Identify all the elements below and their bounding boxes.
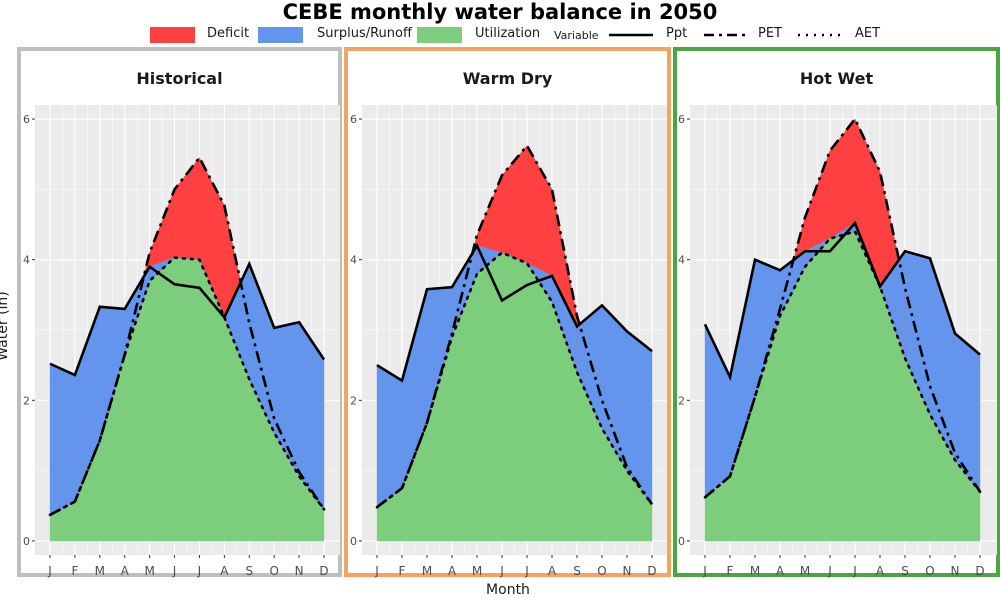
x-tick-label: D [975,564,984,578]
y-tick-label: 2 [23,394,30,407]
ppt-line [376,242,653,383]
x-tick-label: A [220,564,229,578]
legend: Deficit Surplus/Runoff Utilization Varia… [0,24,1000,46]
y-tick-label: 6 [678,113,685,126]
x-tick-label: J [524,564,529,578]
x-tick-label: D [319,564,328,578]
ppt-line [49,260,326,377]
x-tick-label: M [750,564,760,578]
x-tick-label: J [827,564,832,578]
legend-line-pet [704,33,748,37]
x-tick-label: J [197,564,202,578]
y-tick-label: 2 [350,394,357,407]
x-tick-label: S [573,564,581,578]
y-tick-label: 4 [23,254,30,267]
x-tick-label: M [800,564,810,578]
x-tick-label: F [399,564,406,578]
panel-title-warm-dry: Warm Dry [462,69,553,88]
x-tick-label: S [245,564,253,578]
legend-label-surplus: Surplus/Runoff [317,26,412,41]
y-tick-label: 0 [23,535,30,548]
y-tick-label: 2 [678,394,685,407]
x-tick-label: M [472,564,482,578]
pet-line [376,143,654,509]
y-tick-label: 4 [678,254,685,267]
x-tick-label: M [144,564,154,578]
legend-line-ppt [609,33,653,37]
y-tick-label: 6 [350,113,357,126]
legend-label-pet: PET [758,26,782,41]
x-tick-label: A [448,564,457,578]
panel-title-hot-wet: Hot Wet [799,69,874,88]
x-tick-label: A [776,564,785,578]
pet-line [49,155,326,517]
x-tick-label: A [876,564,885,578]
x-tick-label: O [597,564,606,578]
x-tick-label: J [499,564,504,578]
figure-title: CEBE monthly water balance in 2050 [282,0,718,24]
y-tick-label: 4 [350,254,357,267]
y-tick-label: 6 [23,113,30,126]
x-tick-label: O [925,564,934,578]
legend-swatch-deficit [150,27,195,43]
pet-line [704,116,982,499]
x-tick-label: J [852,564,857,578]
x-tick-label: F [727,564,734,578]
x-tick-label: N [623,564,632,578]
x-tick-label: A [121,564,130,578]
y-tick-label: 0 [678,535,685,548]
ppt-line [703,220,981,382]
x-tick-label: S [901,564,909,578]
y-tick-label: 0 [350,535,357,548]
legend-label-utilization: Utilization [475,26,541,41]
legend-label-ppt: Ppt [666,26,688,41]
x-tick-label: O [269,564,278,578]
legend-label-deficit: Deficit [207,26,250,41]
legend-variable-title: Variable [554,29,599,42]
utilization-area-segment [804,237,831,542]
x-axis-label: Month [486,582,530,598]
x-tick-label: F [71,564,78,578]
x-tick-label: M [422,564,432,578]
x-tick-label: D [647,564,656,578]
x-tick-label: N [951,564,960,578]
x-tick-label: J [702,564,707,578]
utilization-area-segment [829,231,856,542]
x-tick-label: J [47,564,52,578]
panel-title-historical: Historical [136,69,223,88]
x-tick-label: N [295,564,304,578]
aet-line [703,230,982,499]
x-tick-label: J [172,564,177,578]
legend-swatch-utilization [417,27,462,43]
y-axis-label: Water (in) [0,291,11,361]
legend-swatch-surplus [258,27,303,43]
x-tick-label: A [548,564,557,578]
x-tick-label: J [374,564,379,578]
x-tick-label: M [95,564,105,578]
legend-label-aet: AET [855,26,881,41]
aet-line [375,251,654,509]
